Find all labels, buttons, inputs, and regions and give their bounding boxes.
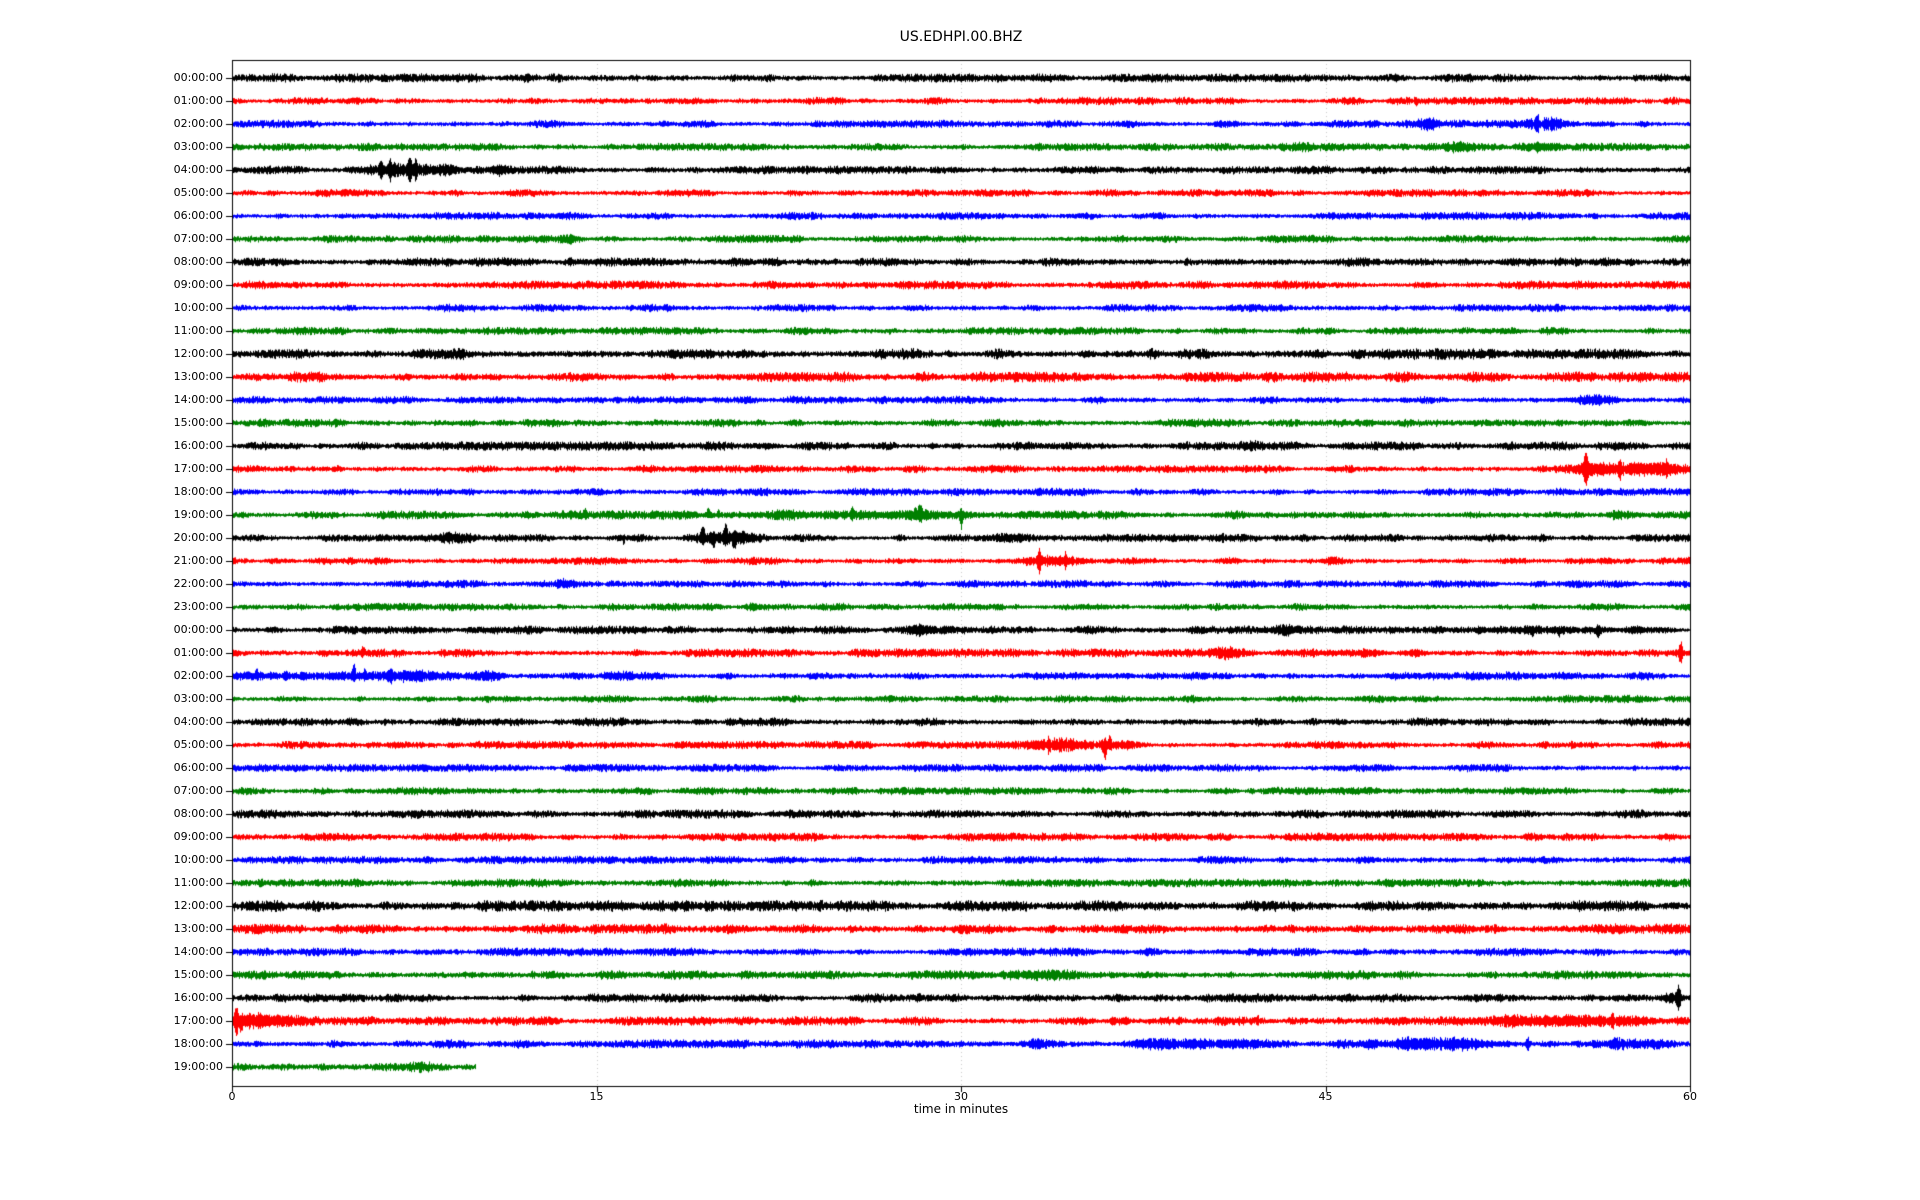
y-tick-label: 11:00:00 — [173, 876, 223, 889]
y-tick-label: 11:00:00 — [173, 324, 223, 337]
x-tick-label: 0 — [228, 1090, 236, 1103]
y-tick-label: 03:00:00 — [173, 140, 223, 153]
y-tick-label: 07:00:00 — [173, 784, 223, 797]
y-tick-label: 08:00:00 — [173, 255, 223, 268]
y-tick-label: 21:00:00 — [173, 554, 223, 567]
y-tick-label: 05:00:00 — [173, 738, 223, 751]
y-tick-label: 00:00:00 — [173, 623, 223, 636]
y-tick-label: 13:00:00 — [173, 370, 223, 383]
y-tick-label: 03:00:00 — [173, 692, 223, 705]
y-tick-label: 09:00:00 — [173, 278, 223, 291]
y-tick-label: 18:00:00 — [173, 485, 223, 498]
y-tick-label: 10:00:00 — [173, 853, 223, 866]
y-tick-label: 12:00:00 — [173, 347, 223, 360]
y-tick-label: 07:00:00 — [173, 232, 223, 245]
y-tick-label: 17:00:00 — [173, 1014, 223, 1027]
plot-title: US.EDHPI.00.BHZ — [899, 29, 1023, 45]
y-tick-label: 13:00:00 — [173, 922, 223, 935]
y-tick-label: 04:00:00 — [173, 163, 223, 176]
y-tick-label: 14:00:00 — [173, 393, 223, 406]
x-tick-label: 45 — [1318, 1090, 1333, 1103]
y-tick-label: 05:00:00 — [173, 186, 223, 199]
y-tick-label: 14:00:00 — [173, 945, 223, 958]
y-tick-label: 06:00:00 — [173, 209, 223, 222]
x-tick-label: 15 — [589, 1090, 604, 1103]
y-tick-label: 00:00:00 — [173, 71, 223, 84]
x-axis-label: time in minutes — [913, 1102, 1009, 1116]
y-tick-label: 01:00:00 — [173, 94, 223, 107]
y-tick-label: 02:00:00 — [173, 117, 223, 130]
x-tick-label: 60 — [1683, 1090, 1697, 1103]
x-tick-label: 30 — [954, 1090, 968, 1103]
y-tick-label: 23:00:00 — [173, 600, 223, 613]
y-tick-label: 01:00:00 — [173, 646, 223, 659]
y-tick-label: 09:00:00 — [173, 830, 223, 843]
y-tick-label: 16:00:00 — [173, 439, 223, 452]
y-tick-label: 12:00:00 — [173, 899, 223, 912]
y-tick-label: 02:00:00 — [173, 669, 223, 682]
y-tick-label: 22:00:00 — [173, 577, 223, 590]
y-tick-label: 08:00:00 — [173, 807, 223, 820]
y-tick-label: 16:00:00 — [173, 991, 223, 1004]
y-tick-label: 20:00:00 — [173, 531, 223, 544]
y-tick-label: 19:00:00 — [173, 508, 223, 521]
y-tick-label: 04:00:00 — [173, 715, 223, 728]
y-tick-label: 15:00:00 — [173, 416, 223, 429]
y-tick-label: 19:00:00 — [173, 1060, 223, 1073]
y-tick-label: 18:00:00 — [173, 1037, 223, 1050]
y-tick-label: 10:00:00 — [173, 301, 223, 314]
y-tick-label: 15:00:00 — [173, 968, 223, 981]
y-tick-label: 17:00:00 — [173, 462, 223, 475]
y-tick-label: 06:00:00 — [173, 761, 223, 774]
